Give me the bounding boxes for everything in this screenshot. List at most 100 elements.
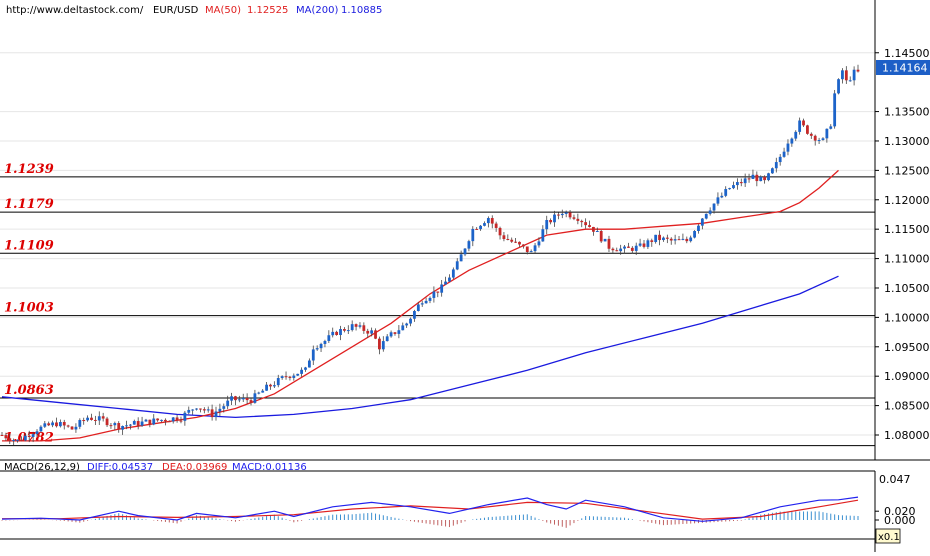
- candle-body: [720, 195, 724, 198]
- candle-body: [479, 225, 482, 230]
- candle-body: [249, 400, 253, 403]
- candle-body: [794, 131, 798, 139]
- gridlines: [0, 52, 875, 436]
- price-tick-label: 1.11000: [884, 253, 930, 266]
- candle-body: [451, 269, 455, 278]
- candle-body: [136, 421, 140, 426]
- candle-body: [167, 421, 171, 423]
- candle-body: [584, 222, 588, 226]
- candle-body: [537, 241, 541, 246]
- candle-body: [669, 238, 673, 241]
- candle-body: [93, 419, 97, 421]
- level-label: 1.0863: [4, 383, 54, 398]
- candle-body: [638, 243, 642, 246]
- candle-body: [510, 239, 514, 242]
- candle-body: [428, 297, 432, 301]
- candle-body: [432, 291, 436, 298]
- candle-body: [735, 182, 739, 186]
- candle-body: [374, 330, 377, 339]
- candle-body: [739, 182, 743, 184]
- candle-body: [521, 244, 525, 247]
- candle-body: [195, 408, 198, 410]
- candle-body: [245, 397, 249, 401]
- candle-body: [62, 421, 66, 426]
- candle-body: [844, 70, 848, 81]
- price-tick-label: 1.08500: [884, 400, 930, 413]
- candle-body: [798, 120, 802, 132]
- candle-body: [486, 218, 490, 224]
- candle-body: [848, 80, 852, 82]
- candle-body: [809, 133, 813, 136]
- candle-body: [778, 156, 782, 163]
- candle-body: [409, 318, 412, 324]
- candle-body: [708, 210, 712, 214]
- price-tick-label: 1.10000: [884, 311, 930, 324]
- candle-body: [627, 246, 630, 248]
- candle-body: [677, 239, 681, 241]
- candle-body: [759, 176, 763, 182]
- price-tick-label: 1.12500: [884, 164, 930, 177]
- macd-current-value: 0.047: [879, 473, 911, 486]
- candle-body: [20, 439, 23, 441]
- level-label: 1.1109: [4, 238, 54, 253]
- candle-body: [564, 212, 568, 214]
- candle-body: [592, 226, 595, 232]
- macd-dea-value: DEA:0.03969: [162, 462, 227, 473]
- candle-body: [210, 409, 214, 418]
- candle-body: [237, 399, 241, 401]
- candle-body: [724, 189, 728, 196]
- candle-body: [132, 421, 136, 425]
- candle-body: [296, 373, 300, 376]
- level-label: 1.1239: [4, 162, 54, 177]
- candle-body: [611, 248, 615, 251]
- macd-diff-line: [1, 496, 859, 522]
- candle-body: [603, 238, 607, 242]
- candle-body: [292, 375, 296, 378]
- candle-body: [833, 93, 837, 127]
- current-price-box: [876, 60, 930, 75]
- ma200-value: 1.10885: [341, 5, 382, 16]
- candle-body: [70, 426, 74, 430]
- candle-body: [751, 174, 755, 179]
- macd-scale-badge[interactable]: [875, 528, 901, 544]
- candle-body: [385, 336, 389, 342]
- candle-body: [825, 128, 829, 139]
- candle-body: [101, 416, 105, 419]
- candle-body: [4, 435, 8, 439]
- level-label: 1.1179: [4, 197, 54, 212]
- macd-diff-value: DIFF:0.04537: [87, 462, 153, 473]
- candle-body: [743, 178, 747, 184]
- candle-body: [304, 367, 307, 370]
- candle-body: [82, 420, 86, 422]
- candle-body: [175, 417, 179, 421]
- candle-body: [529, 251, 533, 253]
- candle-body: [455, 261, 459, 270]
- price-tick-label: 1.13500: [884, 106, 930, 119]
- candle-body: [43, 423, 47, 427]
- candle-body: [311, 349, 315, 361]
- macd-label: MACD(26,12,9): [4, 462, 80, 473]
- macd-tick-label: 0.000: [884, 514, 916, 527]
- candle-body: [378, 338, 381, 350]
- candle-body: [401, 325, 405, 331]
- candle-body: [288, 376, 292, 378]
- candle-body: [557, 214, 560, 216]
- candle-body: [802, 120, 805, 126]
- candle-body: [109, 425, 113, 427]
- candle-body: [222, 406, 226, 409]
- candle-body: [199, 408, 202, 410]
- candle-body: [140, 421, 144, 426]
- candle-body: [413, 311, 416, 319]
- macd-tick-label: 0.020: [884, 505, 916, 518]
- candle-body: [494, 223, 498, 228]
- ma50-label: MA(50): [205, 5, 241, 16]
- candle-body: [300, 369, 303, 374]
- candle-body: [420, 303, 424, 305]
- candle-body: [125, 425, 128, 427]
- price-tick-label: 1.12000: [884, 194, 930, 207]
- candle-body: [646, 240, 650, 247]
- candle-body: [673, 239, 677, 241]
- candle-body: [448, 277, 451, 282]
